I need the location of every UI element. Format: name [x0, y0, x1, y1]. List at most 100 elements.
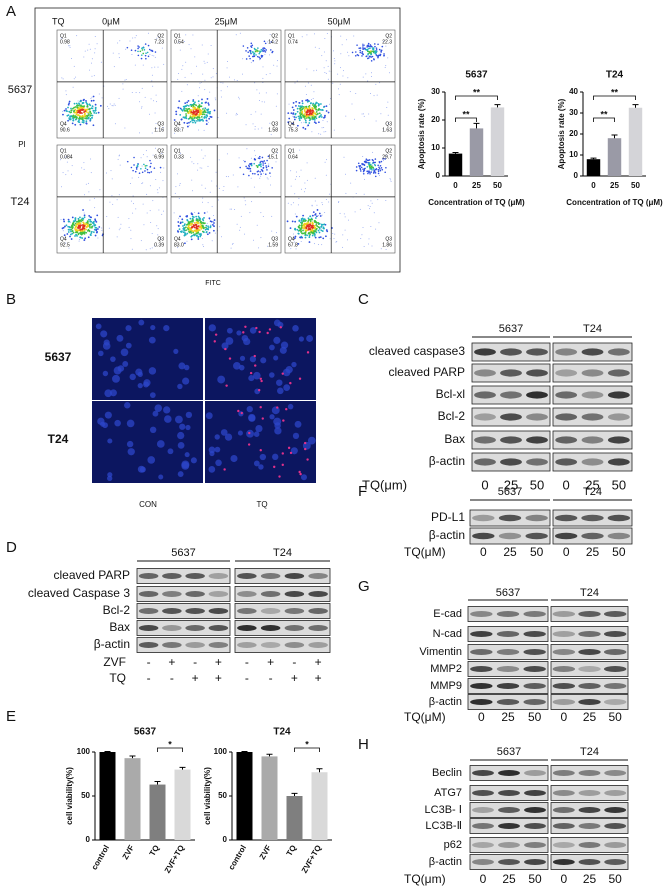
- event-dot: [145, 57, 147, 60]
- event-dot: [156, 37, 158, 39]
- event-dot: [390, 179, 392, 181]
- event-dot: [96, 214, 99, 217]
- event-dot: [184, 76, 186, 78]
- event-dot: [63, 109, 66, 112]
- event-dot: [364, 167, 366, 170]
- nucleus: [272, 453, 279, 461]
- nucleus: [177, 431, 185, 440]
- event-dot: [200, 234, 202, 237]
- tunel-signal: [279, 326, 283, 329]
- lane-label: 25: [583, 872, 597, 886]
- blot-strip: [552, 363, 633, 383]
- blot-band: [578, 823, 601, 829]
- event-dot: [154, 147, 156, 149]
- tunel-signal: [273, 465, 276, 469]
- event-dot: [325, 72, 327, 74]
- blot-band: [472, 842, 494, 848]
- blot-band: [474, 348, 496, 356]
- event-dot: [78, 119, 80, 121]
- event-dot: [191, 179, 193, 181]
- protein-label: PD-L1: [431, 510, 465, 524]
- panel-letter: F: [358, 483, 367, 500]
- blot-band: [581, 348, 604, 356]
- event-dot: [89, 199, 91, 201]
- event-dot: [249, 51, 252, 54]
- blot-band: [552, 823, 575, 829]
- event-dot: [296, 110, 299, 113]
- event-dot: [303, 218, 306, 221]
- nucleus: [125, 325, 132, 332]
- tunel-signal: [248, 431, 251, 435]
- event-dot: [304, 117, 306, 120]
- lane-label: 0: [563, 477, 570, 492]
- event-dot: [206, 211, 208, 213]
- quadrant-value: 6.99: [154, 154, 164, 160]
- event-dot: [79, 239, 81, 241]
- event-dot: [226, 112, 228, 114]
- lane-label: 50: [530, 545, 544, 559]
- event-dot: [255, 54, 257, 56]
- error-bar: [452, 151, 459, 154]
- event-dot: [371, 50, 373, 53]
- event-dot: [205, 101, 207, 104]
- quadrant-value: 83.7: [174, 127, 184, 133]
- x-tick-label: 25: [610, 181, 619, 190]
- event-dot: [144, 43, 147, 45]
- nucleus: [150, 324, 156, 331]
- event-dot: [201, 237, 203, 239]
- event-dot: [149, 248, 151, 250]
- event-dot: [88, 108, 91, 111]
- event-dot: [317, 222, 320, 224]
- event-dot: [88, 225, 91, 228]
- nucleus: [260, 357, 267, 364]
- event-dot: [314, 217, 317, 219]
- event-dot: [200, 105, 203, 108]
- event-dot: [254, 126, 256, 128]
- event-dot: [125, 78, 127, 80]
- nucleus: [215, 459, 222, 467]
- event-dot: [248, 49, 251, 52]
- event-dot: [210, 44, 212, 46]
- event-dot: [155, 94, 157, 96]
- event-dot: [233, 79, 235, 81]
- event-dot: [185, 117, 188, 120]
- event-dot: [244, 233, 246, 235]
- event-dot: [205, 119, 208, 122]
- event-dot: [323, 51, 325, 53]
- event-dot: [252, 59, 255, 62]
- event-dot: [264, 54, 266, 56]
- event-dot: [77, 223, 80, 225]
- column-label: CON: [139, 500, 157, 509]
- x-tick-label: ZVF+TQ: [163, 844, 186, 875]
- event-dot: [361, 55, 363, 57]
- nucleus: [116, 334, 124, 342]
- event-dot: [181, 90, 183, 92]
- tunel-signal: [306, 458, 309, 461]
- event-dot: [81, 102, 84, 105]
- blot-band: [500, 369, 522, 377]
- event-dot: [87, 236, 90, 239]
- event-dot: [85, 99, 87, 102]
- event-dot: [286, 220, 289, 223]
- event-dot: [218, 199, 220, 201]
- blot-band: [604, 842, 627, 848]
- blot-band: [523, 631, 546, 637]
- event-dot: [260, 163, 262, 165]
- event-dot: [362, 76, 364, 78]
- quadrant-value: 0.64: [288, 154, 298, 160]
- nucleus: [274, 427, 282, 435]
- event-dot: [363, 115, 365, 117]
- event-dot: [256, 55, 259, 58]
- event-dot: [149, 185, 151, 187]
- blot-band: [284, 642, 305, 648]
- tunel-signal: [259, 449, 262, 452]
- event-dot: [192, 100, 195, 103]
- event-dot: [315, 117, 318, 120]
- blot-band: [581, 391, 604, 399]
- protein-label: MMP2: [430, 663, 462, 675]
- event-dot: [211, 240, 213, 242]
- event-dot: [307, 124, 310, 127]
- panel-letter: A: [6, 3, 16, 20]
- blot-band: [581, 369, 604, 377]
- event-dot: [299, 106, 302, 108]
